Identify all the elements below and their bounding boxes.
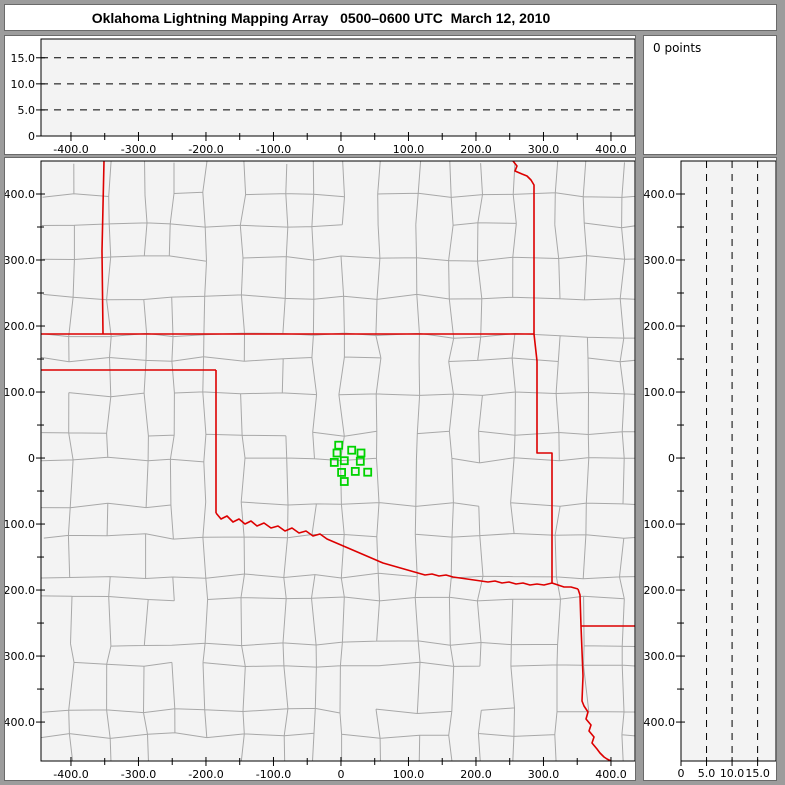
lma-station-marker [332, 448, 342, 458]
map-x-tick-label: -200.0 [188, 768, 223, 780]
lma-station-marker [355, 456, 365, 466]
ns-altitude-panel: -400.0 -300.0 -200.0 -100.0 0 100.0 200.0 300.0… [643, 157, 777, 781]
map-x-tick-label: 300.0 [528, 768, 560, 780]
map-x-tick-label: 200.0 [460, 768, 492, 780]
ns-y-tick-label: -400.0 [644, 716, 675, 729]
map-x-tick-label: -400.0 [53, 768, 88, 780]
ew-alt-tick-label: 10.0 [11, 78, 36, 91]
ew-x-tick-label: 100.0 [393, 143, 425, 154]
lma-station-marker [339, 477, 349, 486]
map-y-tick-label: 400.0 [5, 188, 35, 201]
map-y-tick-label: 200.0 [5, 320, 35, 333]
lma-station-marker [337, 467, 347, 477]
map-x-tick-label: 400.0 [595, 768, 627, 780]
ns-y-tick-label: -200.0 [644, 584, 675, 597]
ns-y-tick-label: 200.0 [644, 320, 675, 333]
lma-station-marker [356, 448, 366, 458]
map-x-tick-label: -300.0 [121, 768, 156, 780]
state-border-oklahoma-missouri-arkansas [533, 333, 553, 583]
ew-altitude-plot[interactable]: 0 5.0 10.0 15.0 -400.0 -300.0 -200.0 -100.0 0 100… [5, 36, 635, 154]
lma-station-marker [339, 456, 349, 466]
ns-y-tick-label: 100.0 [644, 386, 675, 399]
ew-x-tick-label: 300.0 [528, 143, 560, 154]
plan-view-map-plot[interactable]: -400.0 -400.0 -300.0 -300.0 -200.0 -200.0 -100… [5, 158, 635, 780]
map-y-tick-label: -300.0 [5, 650, 35, 663]
ns-alt-tick-label: 10.0 [720, 767, 745, 780]
state-border-texas-arkansas [577, 588, 582, 627]
ns-y-tick-label: -100.0 [644, 518, 675, 531]
lma-station-marker [350, 466, 360, 476]
map-y-tick-label: 300.0 [5, 254, 35, 267]
ew-alt-tick-label: 15.0 [11, 52, 36, 65]
map-plot-border [40, 160, 635, 762]
ew-x-tick-label: -400.0 [53, 143, 88, 154]
ew-x-tick-label: 400.0 [595, 143, 627, 154]
ew-altitude-panel: 0 5.0 10.0 15.0 -400.0 -300.0 -200.0 -100.0 0 100… [4, 35, 636, 155]
ew-plot-border [40, 38, 635, 137]
state-border-texas-louisiana [580, 625, 612, 761]
county-grid [41, 161, 635, 761]
title-bar: Oklahoma Lightning Mapping Array 0500–06… [4, 4, 777, 31]
ew-x-tick-label: -100.0 [256, 143, 291, 154]
ns-y-tick-label: 300.0 [644, 254, 675, 267]
ns-y-tick-label: 0 [668, 452, 675, 465]
lma-station-marker [363, 467, 373, 477]
ew-x-tick-label: 200.0 [460, 143, 492, 154]
map-content [41, 161, 635, 761]
map-x-tick-label: 0 [337, 768, 344, 780]
map-y-tick-label: -200.0 [5, 584, 35, 597]
map-y-tick-label: 100.0 [5, 386, 35, 399]
state-border-red-river [215, 512, 579, 590]
ew-plot-background[interactable] [41, 39, 635, 136]
ew-x-tick-label: -300.0 [121, 143, 156, 154]
map-x-tick-label: 100.0 [393, 768, 425, 780]
points-count-text: 0 points [653, 41, 702, 55]
lma-station-marker [329, 457, 339, 467]
map-y-tick-label: -100.0 [5, 518, 35, 531]
ns-plot-background[interactable] [681, 161, 776, 761]
ns-altitude-plot[interactable]: -400.0 -300.0 -200.0 -100.0 0 100.0 200.0 300.0… [644, 158, 776, 780]
map-y-tick-label: -400.0 [5, 716, 35, 729]
ew-x-tick-label: -200.0 [188, 143, 223, 154]
map-y-tick-label: 0 [28, 452, 35, 465]
ew-x-tick-label: 0 [337, 143, 344, 154]
lma-station-marker [347, 445, 357, 455]
ew-alt-tick-label: 5.0 [18, 104, 36, 117]
plan-view-map-panel: -400.0 -400.0 -300.0 -300.0 -200.0 -200.0 -100… [4, 157, 636, 781]
map-x-tick-label: -100.0 [256, 768, 291, 780]
state-border-colorado-kansas [101, 161, 105, 335]
ns-alt-tick-label: 5.0 [698, 767, 716, 780]
points-count-panel: 0 points [643, 35, 777, 155]
ns-y-tick-label: 400.0 [644, 188, 675, 201]
ns-alt-tick-label: 15.0 [745, 767, 770, 780]
ns-plot-border [680, 160, 776, 762]
ns-alt-tick-label: 0 [678, 767, 685, 780]
ew-alt-tick-label: 0 [28, 130, 35, 143]
ns-y-tick-label: -300.0 [644, 650, 675, 663]
state-border-kansas-missouri [512, 161, 535, 334]
page-title: Oklahoma Lightning Mapping Array 0500–06… [91, 9, 551, 26]
